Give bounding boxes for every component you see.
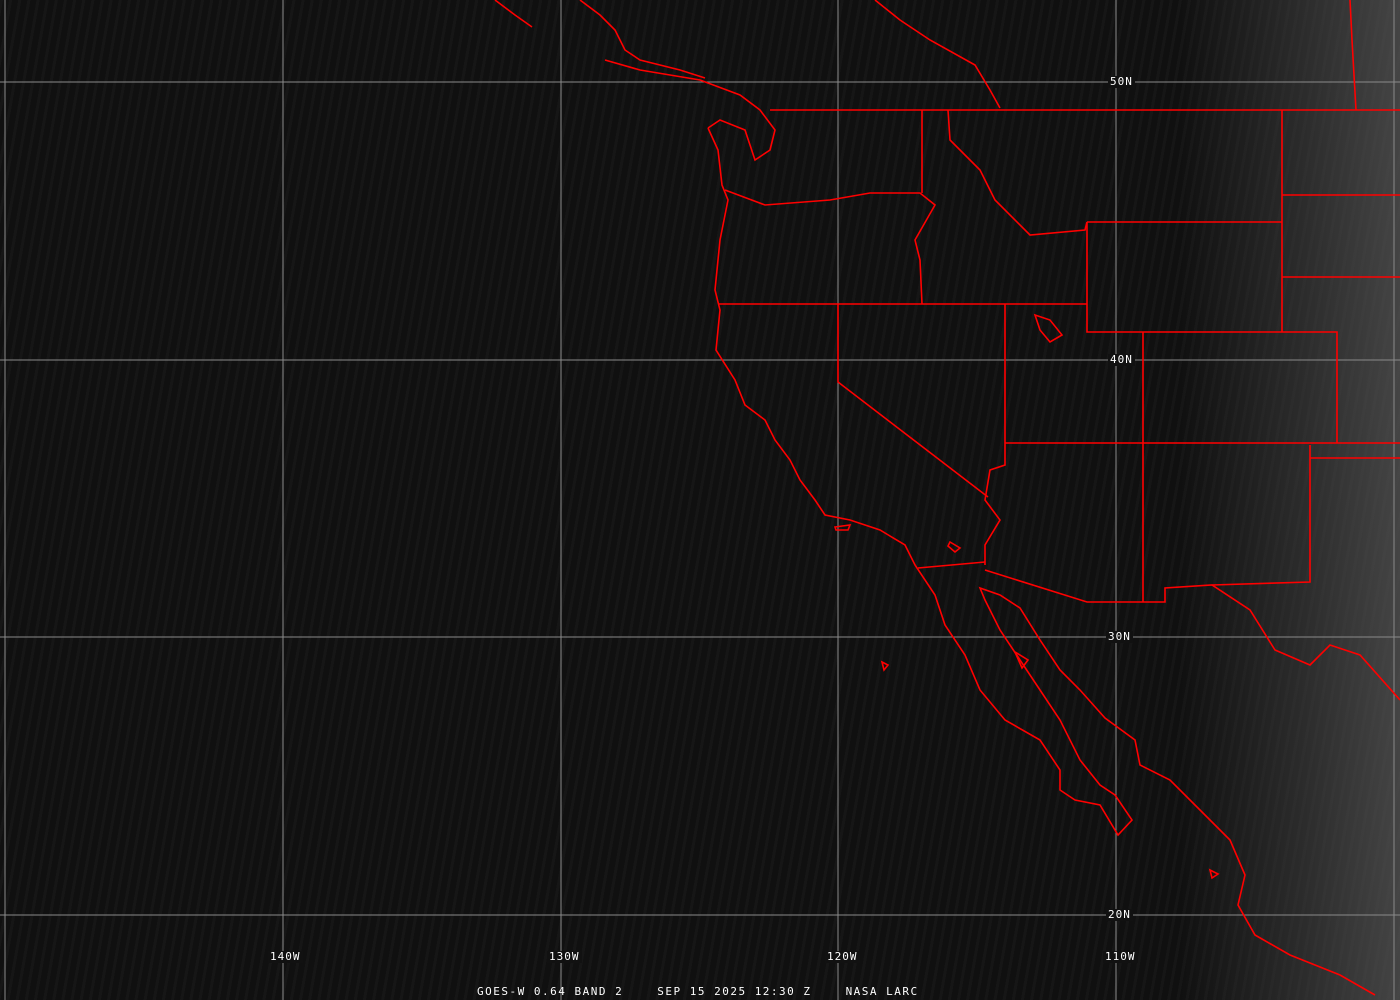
satellite-band: GOES-W 0.64 BAND 2 — [477, 985, 624, 998]
lat-label-30n: 30N — [1106, 630, 1133, 643]
lon-label-120w: 120W — [825, 950, 860, 963]
border-id-mt — [947, 109, 1088, 236]
border-nd-mn — [1349, 0, 1357, 111]
border-nm-tx — [1211, 445, 1311, 586]
lon-label-140w: 140W — [268, 950, 303, 963]
salton-sea — [947, 540, 962, 554]
image-source: NASA LARC — [845, 985, 919, 998]
great-salt-lake — [1033, 313, 1064, 344]
border-wy — [1086, 222, 1338, 443]
border-nv-east — [984, 304, 1006, 565]
channel-island — [833, 524, 852, 531]
coastline-vancouver-island — [579, 0, 706, 79]
coastline-puget — [604, 59, 776, 162]
lon-label-130w: 130W — [547, 950, 582, 963]
lat-label-50n: 50N — [1108, 75, 1135, 88]
coastline-bc — [874, 0, 1001, 109]
coastline-pacific — [707, 127, 1376, 996]
border-ca-nv — [837, 304, 989, 498]
image-caption: GOES-W 0.64 BAND 2 SEP 15 2025 12:30 Z NAS… — [477, 986, 953, 998]
border-ca-mexico — [917, 561, 986, 569]
island — [880, 660, 890, 672]
border-az-mexico — [984, 569, 1400, 701]
lat-label-20n: 20N — [1106, 908, 1133, 921]
lon-label-110w: 110W — [1103, 950, 1138, 963]
cloud-cover — [1180, 0, 1400, 1000]
image-datetime: SEP 15 2025 12:30 Z — [657, 985, 812, 998]
border-wa-or — [724, 189, 937, 305]
island — [1208, 868, 1220, 880]
lat-label-40n: 40N — [1108, 353, 1135, 366]
boundaries — [494, 0, 1400, 996]
island — [1013, 649, 1030, 670]
coastline-north — [494, 0, 533, 28]
